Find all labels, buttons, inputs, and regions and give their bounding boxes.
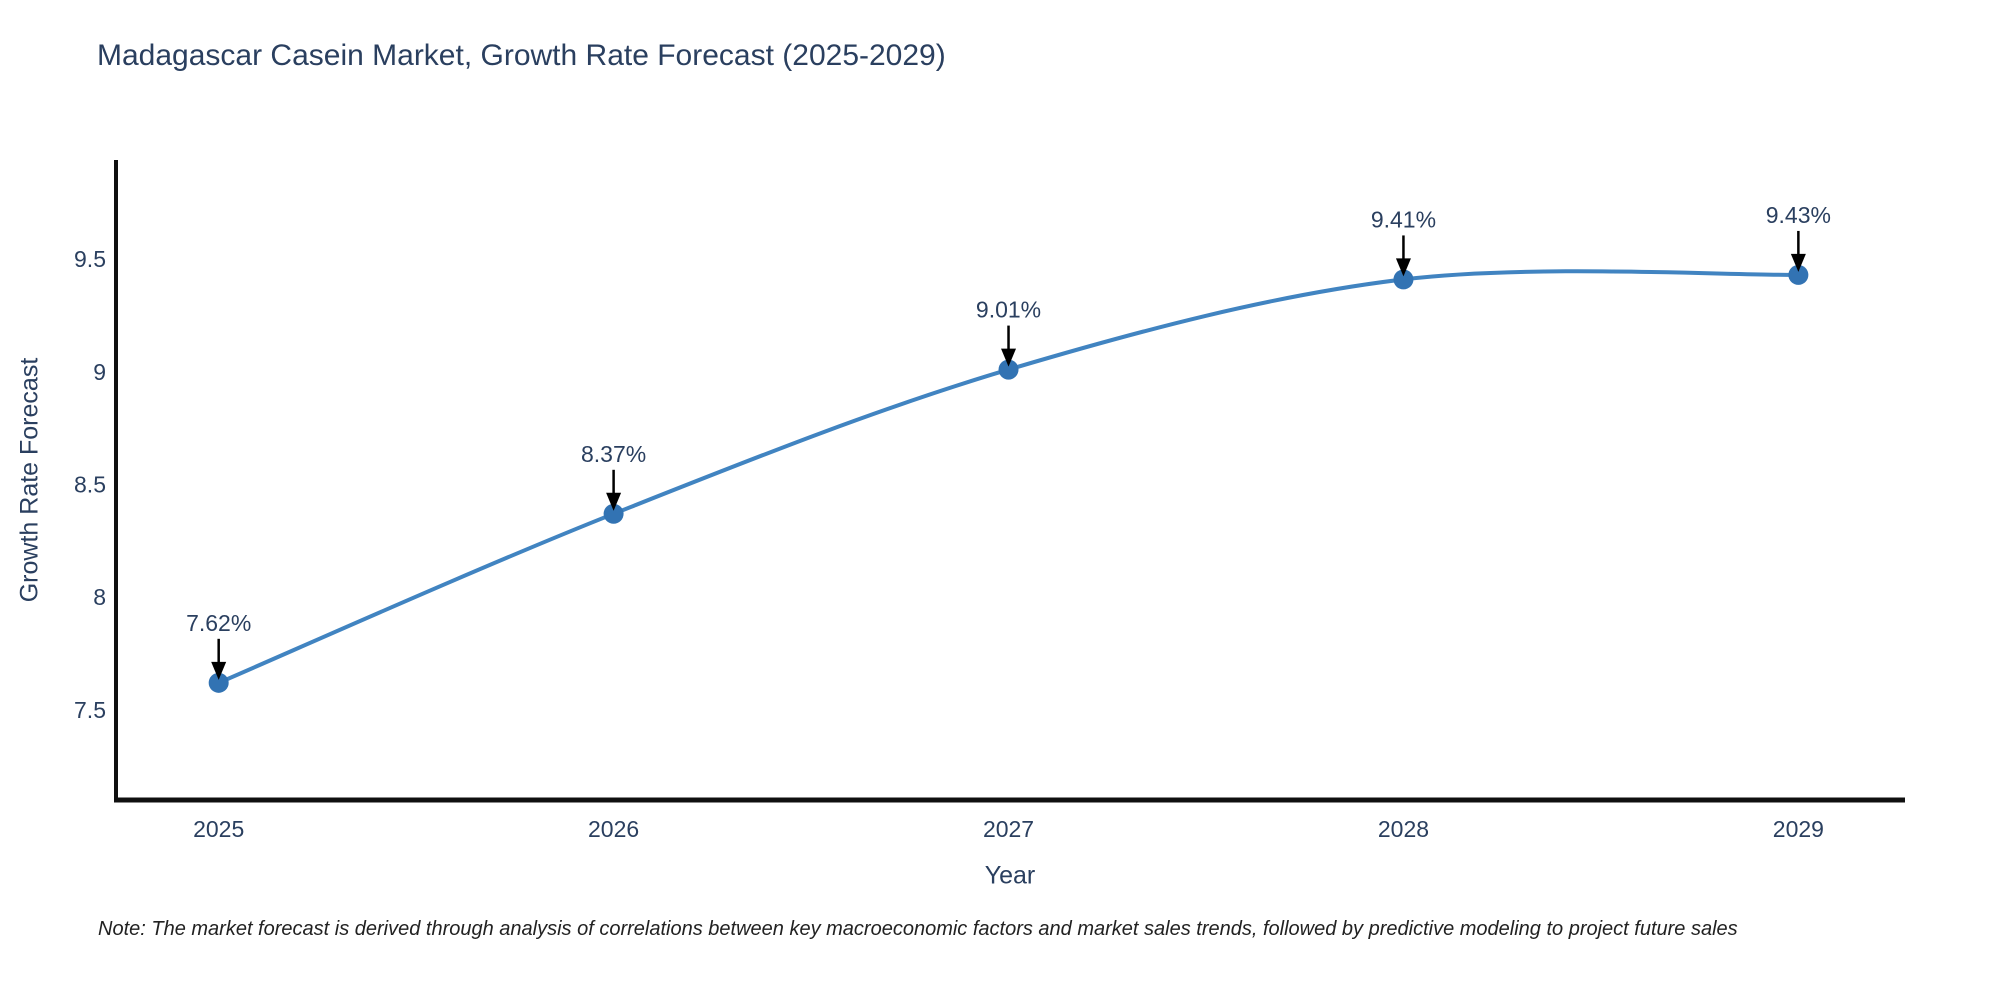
data-point-marker[interactable] — [603, 503, 624, 524]
y-tick-label: 8.5 — [74, 472, 106, 498]
annotation-arrowhead — [1395, 258, 1411, 277]
x-tick-label: 2028 — [1378, 816, 1429, 842]
footnote: Note: The market forecast is derived thr… — [98, 918, 1738, 940]
annotation-arrowhead — [1001, 348, 1017, 367]
data-point-marker[interactable] — [208, 672, 229, 693]
y-tick-label: 8 — [93, 584, 106, 610]
chart-title: Madagascar Casein Market, Growth Rate Fo… — [97, 39, 946, 72]
data-point-marker[interactable] — [1393, 269, 1414, 290]
annotation-arrowhead — [606, 492, 622, 511]
x-tick-label: 2029 — [1773, 816, 1824, 842]
annotation-arrowhead — [211, 661, 227, 680]
y-tick-label: 9 — [93, 359, 106, 385]
x-tick-label: 2027 — [983, 816, 1034, 842]
y-tick-label: 9.5 — [74, 246, 106, 272]
x-tick-label: 2026 — [588, 816, 639, 842]
annotation-arrowhead — [1790, 253, 1806, 272]
point-annotation-label: 9.41% — [1371, 206, 1436, 232]
x-tick-label: 2025 — [193, 816, 244, 842]
point-annotation-label: 7.62% — [186, 610, 251, 636]
point-annotation-label: 8.37% — [581, 441, 646, 467]
y-tick-label: 7.5 — [74, 697, 106, 723]
data-point-marker[interactable] — [998, 359, 1019, 380]
data-point-marker[interactable] — [1788, 264, 1809, 285]
x-axis-title: Year — [984, 861, 1036, 890]
point-annotation-label: 9.43% — [1766, 202, 1831, 228]
point-annotation-label: 9.01% — [976, 297, 1041, 323]
